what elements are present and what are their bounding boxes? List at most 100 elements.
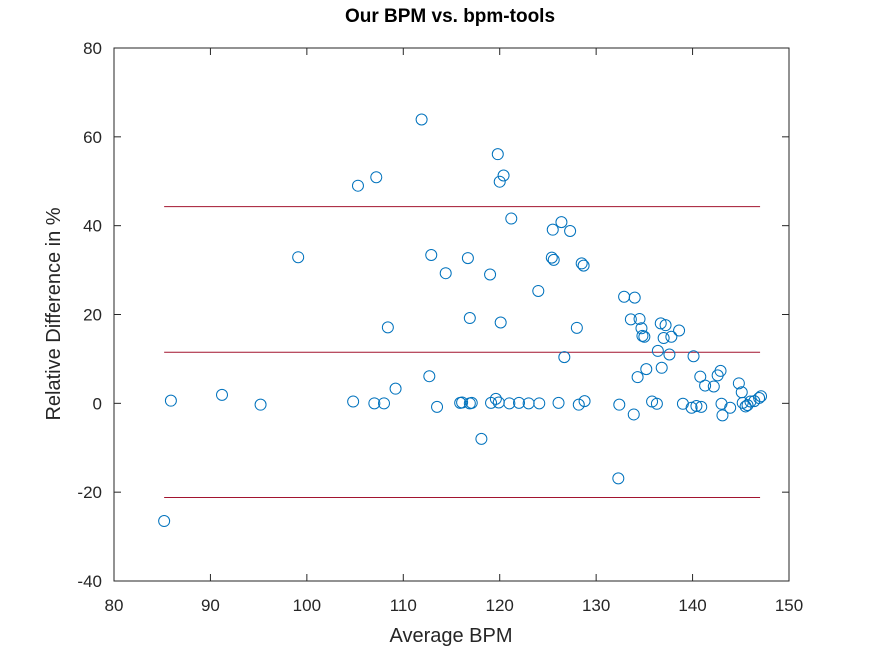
data-point — [493, 175, 506, 188]
y-axis-ticks: -40 -20 0 20 40 60 80 — [77, 39, 789, 591]
data-point — [739, 400, 752, 413]
data-point — [651, 344, 664, 357]
data-point — [532, 284, 545, 297]
data-point — [545, 251, 558, 264]
data-point — [370, 171, 383, 184]
data-point — [638, 330, 651, 343]
data-point — [640, 363, 653, 376]
x-tick-label: 120 — [486, 596, 514, 615]
data-point — [631, 371, 644, 384]
data-point — [707, 380, 720, 393]
data-point — [655, 361, 668, 374]
x-axis-ticks: 80 90 100 110 120 130 140 150 — [105, 48, 803, 615]
data-point — [685, 401, 698, 414]
data-point — [439, 267, 452, 280]
y-tick-label: 80 — [83, 39, 102, 58]
x-tick-label: 150 — [775, 596, 803, 615]
data-point — [423, 370, 436, 383]
data-point — [254, 398, 267, 411]
y-axis-label: Relative Difference in % — [43, 207, 65, 420]
x-axis-label: Average BPM — [389, 625, 512, 647]
data-point — [505, 212, 518, 225]
data-point — [378, 397, 390, 410]
data-point — [724, 401, 737, 414]
data-point — [461, 252, 474, 265]
data-point — [690, 399, 703, 412]
data-point — [572, 398, 585, 411]
y-tick-label: 60 — [83, 128, 102, 147]
data-point — [650, 397, 663, 410]
data-point — [497, 169, 510, 182]
data-point — [732, 377, 745, 390]
data-point — [513, 396, 525, 409]
data-point — [575, 257, 588, 270]
data-point — [753, 392, 766, 405]
chart-title: Our BPM vs. bpm-tools — [345, 6, 555, 27]
data-point — [558, 351, 571, 364]
data-point — [654, 317, 667, 330]
reference-lines — [164, 206, 761, 498]
data-point — [351, 179, 364, 192]
data-point — [635, 322, 648, 335]
data-point — [533, 397, 546, 410]
data-point — [484, 268, 497, 281]
data-point — [465, 396, 478, 409]
data-point — [547, 253, 560, 266]
data-point — [627, 408, 640, 421]
x-tick-label: 100 — [293, 596, 321, 615]
data-point — [503, 397, 516, 410]
data-point — [158, 515, 171, 528]
data-point — [624, 313, 637, 326]
data-point — [628, 291, 641, 304]
data-point — [695, 400, 708, 413]
data-point — [216, 388, 228, 401]
data-point — [714, 364, 727, 377]
data-point — [578, 395, 591, 408]
y-tick-label: -20 — [77, 483, 102, 502]
data-markers — [158, 113, 768, 528]
data-point — [612, 472, 625, 485]
x-tick-label: 110 — [390, 596, 417, 615]
x-tick-label: 90 — [201, 596, 220, 615]
data-point — [741, 399, 754, 412]
y-tick-label: 0 — [93, 394, 102, 413]
y-tick-label: -40 — [77, 572, 102, 591]
data-point — [636, 329, 649, 342]
data-point — [613, 398, 626, 411]
data-point — [699, 379, 712, 392]
y-tick-label: 20 — [83, 306, 102, 325]
data-point — [368, 397, 381, 410]
data-point — [463, 312, 476, 325]
data-point — [456, 396, 469, 409]
data-point — [716, 409, 729, 422]
data-point — [657, 332, 670, 345]
data-point — [665, 330, 678, 343]
data-point — [389, 382, 402, 395]
x-tick-label: 130 — [582, 596, 610, 615]
data-point — [744, 395, 757, 408]
data-point — [347, 395, 360, 408]
data-point — [552, 396, 565, 409]
data-point — [292, 251, 305, 264]
data-point — [489, 392, 502, 405]
data-point — [673, 324, 686, 337]
data-point — [564, 224, 577, 237]
data-point — [381, 321, 394, 334]
data-point — [577, 259, 590, 272]
data-point — [415, 113, 428, 126]
data-point — [164, 394, 177, 407]
data-point — [475, 432, 488, 445]
plot-area: 80 90 100 110 120 130 140 150 -40 -20 0 20 40 60 80 — [77, 39, 803, 615]
data-point — [431, 400, 444, 413]
data-point — [555, 216, 568, 229]
data-point — [659, 319, 672, 332]
data-point — [425, 248, 438, 261]
data-point — [663, 348, 676, 361]
data-point — [491, 148, 504, 161]
data-point — [494, 316, 507, 329]
data-point — [755, 390, 768, 403]
x-tick-label: 140 — [678, 596, 706, 615]
x-tick-label: 80 — [105, 596, 124, 615]
